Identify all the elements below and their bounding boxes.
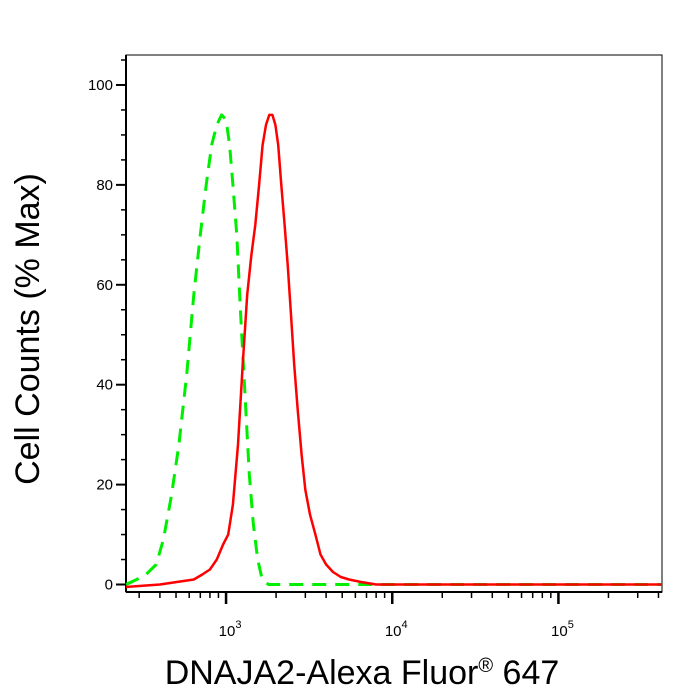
y-tick-label: 100 (88, 77, 113, 94)
x-axis-title-main: DNAJA2-Alexa Fluor (165, 654, 479, 692)
y-tick-label: 40 (96, 377, 113, 394)
series-line-sample (125, 113, 662, 589)
y-tick-label: 80 (96, 177, 113, 194)
x-tick-label: 105 (551, 619, 574, 640)
x-axis-title-superscript: ® (478, 655, 493, 677)
y-tick-label: 0 (105, 577, 113, 594)
x-axis-title-suffix: 647 (493, 654, 559, 692)
series-line-control (125, 113, 662, 586)
y-tick-label: 20 (96, 477, 113, 494)
x-tick-label: 103 (219, 619, 242, 640)
y-tick-label: 60 (96, 277, 113, 294)
x-axis-title: DNAJA2-Alexa Fluor® 647 (165, 654, 560, 692)
y-axis-title: Cell Counts (% Max) (9, 173, 47, 485)
plot-frame (125, 54, 663, 593)
x-tick-label: 104 (385, 619, 408, 640)
